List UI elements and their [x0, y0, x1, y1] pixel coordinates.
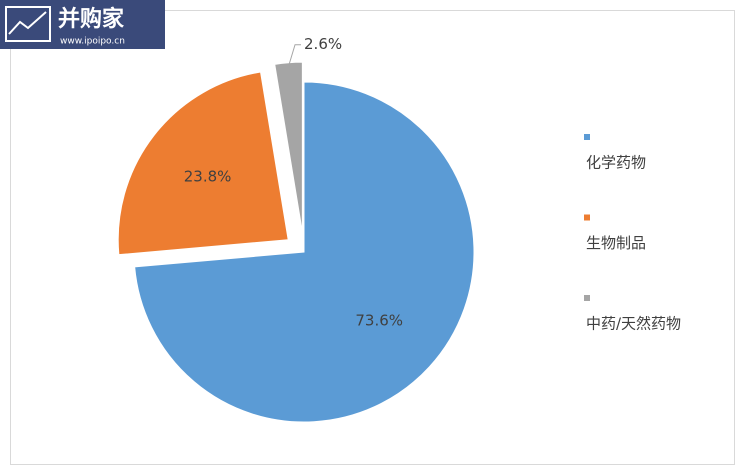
leader-line: [288, 44, 302, 66]
watermark: 并购家 www.ipoipo.cn: [0, 0, 165, 49]
data-label: 2.6%: [304, 35, 342, 53]
data-label: 73.6%: [355, 311, 403, 329]
watermark-icon: [5, 6, 51, 42]
legend-swatch: [584, 295, 590, 301]
watermark-icon-line: [8, 11, 47, 35]
watermark-title: 并购家: [58, 6, 125, 32]
legend-label: 生物制品: [586, 234, 646, 252]
data-label: 23.8%: [184, 168, 232, 186]
pie-slice: [274, 61, 303, 233]
pie-slice: [134, 81, 475, 423]
legend-label: 中药/天然药物: [586, 315, 681, 333]
legend-label: 化学药物: [586, 154, 646, 172]
pie-slice: [117, 71, 289, 256]
legend-swatch: [584, 134, 590, 140]
watermark-url: www.ipoipo.cn: [60, 37, 125, 47]
legend-swatch: [584, 214, 590, 221]
